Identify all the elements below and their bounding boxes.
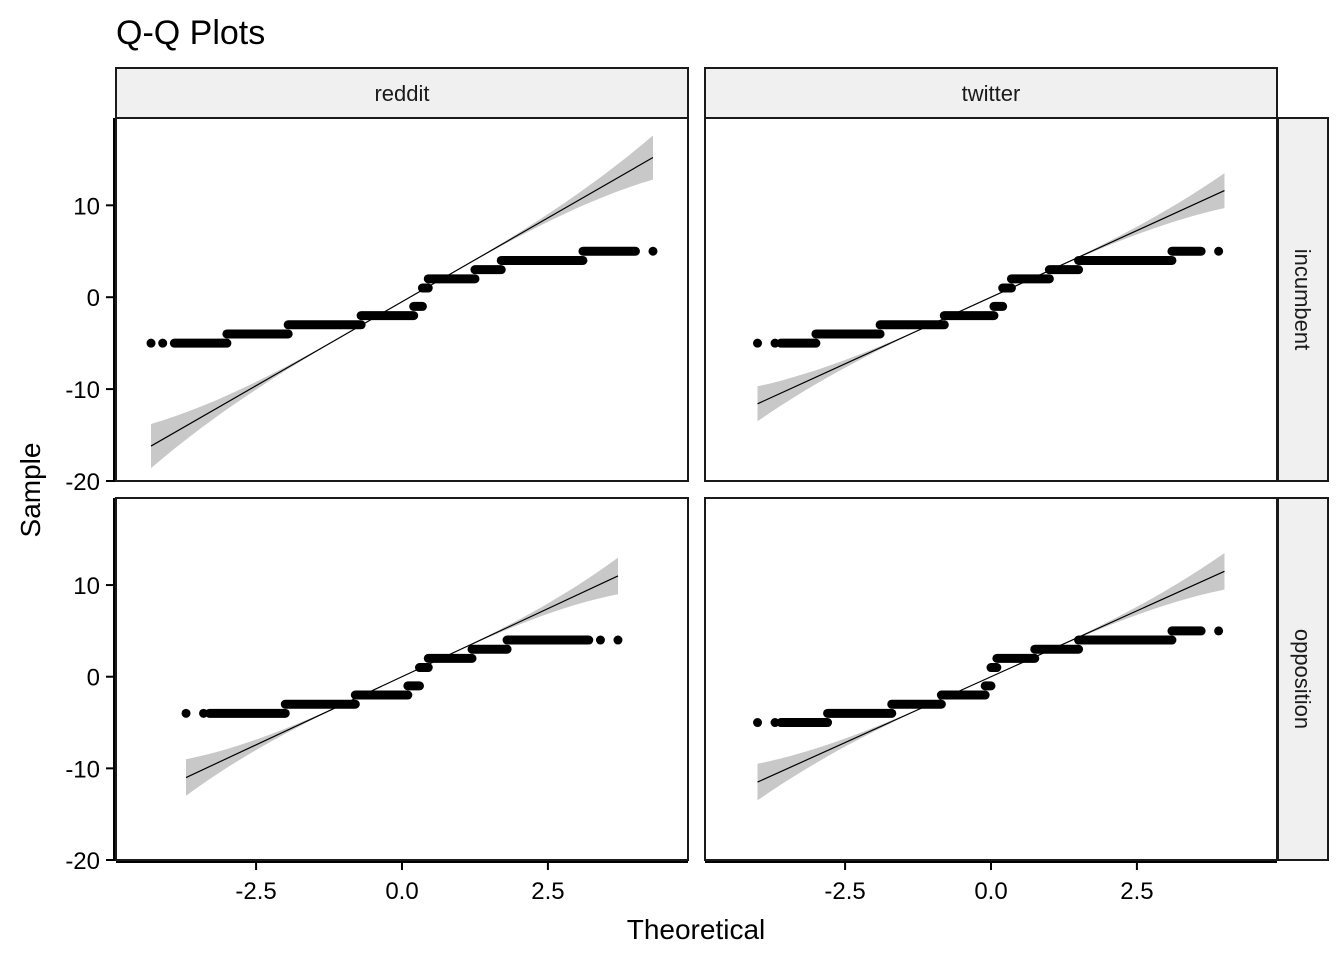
reference-line [757, 190, 1225, 405]
y-tick-label: 10 [73, 193, 100, 220]
strip-background [115, 67, 689, 119]
panel-reddit-incumbent [115, 117, 689, 482]
strip-label-twitter: twitter [962, 81, 1021, 106]
panel-border [115, 497, 689, 861]
strip-background [1277, 117, 1329, 482]
strip-label-reddit: reddit [374, 81, 429, 106]
panel-background [705, 118, 1277, 481]
sample-point [158, 338, 168, 348]
panel-border [704, 117, 1278, 482]
strip-label-opposition: opposition [1290, 629, 1315, 729]
y-tick-label: -20 [65, 848, 100, 875]
sample-point [770, 338, 780, 348]
y-axis-incumbent: 10 0 -10 -20 [65, 118, 115, 496]
reference-line [150, 156, 654, 447]
panel-reddit-opposition [115, 497, 689, 861]
sample-point [1214, 246, 1224, 256]
panel-background [705, 498, 1277, 860]
strip-opposition: opposition [1277, 497, 1329, 861]
sample-point [1214, 626, 1224, 636]
reference-line [757, 570, 1225, 783]
sample-point [770, 718, 780, 728]
sample-point [753, 718, 763, 728]
reference-line [185, 575, 619, 779]
x-tick-label: 0.0 [385, 878, 418, 905]
x-tick-label: 0.0 [974, 878, 1007, 905]
panel-border [704, 497, 1278, 861]
strip-reddit: reddit [115, 67, 689, 119]
sample-point [648, 246, 658, 256]
strip-background [1277, 497, 1329, 861]
y-tick-label: 0 [87, 285, 100, 312]
y-tick-label: 10 [73, 573, 100, 600]
strip-label-incumbent: incumbent [1290, 249, 1315, 351]
panel-background [116, 498, 688, 860]
sample-point [181, 708, 191, 718]
axes: 10 0 -10 -20 10 0 -10 -20 -2.5 0.0 2.5 -2.5 0.0 2.5 [65, 118, 1277, 905]
facet-panels: reddit twitter incumbent opposition [115, 67, 1329, 861]
y-tick-label: -10 [65, 377, 100, 404]
sample-point [613, 635, 623, 645]
x-axis-title: Theoretical [627, 914, 766, 945]
strip-incumbent: incumbent [1277, 117, 1329, 482]
y-tick-label: 0 [87, 665, 100, 692]
panel-border [115, 117, 689, 482]
sample-point [199, 708, 209, 718]
y-axis-title: Sample [15, 443, 46, 538]
sample-point [146, 338, 156, 348]
y-axis-opposition: 10 0 -10 -20 [65, 498, 115, 875]
chart-title: Q-Q Plots [116, 14, 265, 52]
panel-twitter-opposition [704, 497, 1278, 861]
x-axis-reddit: -2.5 0.0 2.5 [116, 861, 688, 905]
y-tick-label: -20 [65, 469, 100, 496]
x-tick-label: 2.5 [531, 878, 564, 905]
sample-point [753, 338, 763, 348]
x-tick-label: 2.5 [1120, 878, 1153, 905]
x-tick-label: -2.5 [235, 878, 276, 905]
strip-twitter: twitter [704, 67, 1278, 119]
sample-point [595, 635, 605, 645]
panel-twitter-incumbent [704, 117, 1278, 482]
strip-background [704, 67, 1278, 119]
y-tick-label: -10 [65, 756, 100, 783]
x-tick-label: -2.5 [824, 878, 865, 905]
x-axis-twitter: -2.5 0.0 2.5 [705, 861, 1277, 905]
